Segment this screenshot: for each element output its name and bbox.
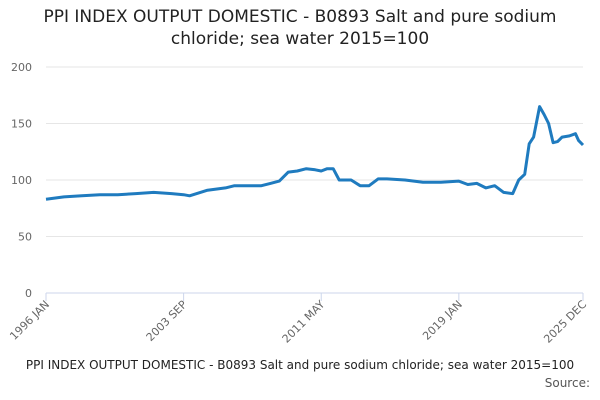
y-tick-label: 150 — [11, 118, 32, 131]
chart-title: PPI INDEX OUTPUT DOMESTIC - B0893 Salt a… — [43, 7, 557, 49]
x-tick-label: 2011 MAY — [280, 298, 328, 346]
x-tick-label: 2003 SEP — [144, 298, 190, 344]
source-caption: Source: — [544, 376, 590, 390]
y-tick-label: 100 — [11, 174, 32, 187]
footer-caption: PPI INDEX OUTPUT DOMESTIC - B0893 Salt a… — [25, 358, 575, 372]
y-tick-label: 0 — [25, 287, 32, 300]
x-tick-label: 2025 DEC — [541, 298, 589, 346]
y-tick-label: 200 — [11, 61, 32, 74]
y-tick-label: 50 — [18, 231, 32, 244]
data-line — [45, 105, 585, 201]
x-tick-label: 2019 JAN — [420, 298, 465, 343]
x-tick-label: 1996 JAN — [7, 298, 52, 343]
